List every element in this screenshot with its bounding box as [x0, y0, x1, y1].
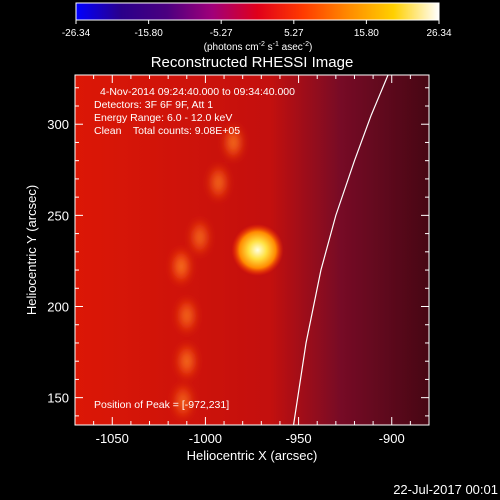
annotation-clean: Clean Total counts: 9.08E+05	[94, 125, 240, 137]
colorbar-tick-label: -15.80	[134, 28, 163, 39]
loop-blob	[175, 342, 198, 381]
colorbar-units: (photons cm-2 s-1 asec-2)	[204, 41, 313, 53]
image-area	[75, 75, 429, 425]
colorbar-tick-label: 15.80	[354, 28, 379, 39]
plot-frame	[74, 74, 430, 426]
loop-blob	[170, 247, 193, 286]
x-axis-label: Heliocentric X (arcsec)	[187, 448, 318, 463]
y-tick-label: 150	[47, 391, 69, 406]
chart-title: Reconstructed RHESSI Image	[151, 54, 354, 71]
y-axis: 150 200 250 300	[47, 87, 429, 417]
y-tick-label: 200	[47, 300, 69, 315]
x-tick-label: -1050	[96, 431, 129, 446]
colorbar-tick-label: -26.34	[62, 28, 91, 39]
annotation-detectors: Detectors: 3F 6F 9F, Att 1	[94, 99, 213, 111]
annotation-time: 4-Nov-2014 09:24:40.000 to 09:34:40.000	[100, 86, 295, 98]
loop-blob	[222, 123, 245, 162]
footer-date: 22-Jul-2017 00:01	[393, 482, 498, 497]
y-tick-label: 250	[47, 208, 69, 223]
y-tick-label: 300	[47, 117, 69, 132]
colorbar-tick-label: -5.27	[210, 28, 233, 39]
colorbar-ticks: -26.34 -15.80 -5.27 5.27 15.80 26.34	[62, 20, 452, 39]
x-axis: -1050 -1000 -950 -900	[74, 75, 430, 446]
x-tick-label: -1000	[189, 431, 222, 446]
loop-blob	[207, 163, 230, 202]
colorbar-tick-label: 5.27	[284, 28, 304, 39]
colorbar-tick-label: 26.34	[426, 28, 451, 39]
loop-blob	[175, 296, 198, 335]
y-axis-label: Heliocentric Y (arcsec)	[24, 185, 39, 315]
annotation-peak: Position of Peak = [-972,231]	[94, 399, 229, 411]
solar-limb	[292, 75, 389, 425]
x-tick-label: -950	[286, 431, 312, 446]
x-tick-label: -900	[379, 431, 405, 446]
annotation-energy: Energy Range: 6.0 - 12.0 keV	[94, 112, 232, 124]
peak-source	[231, 224, 284, 276]
colorbar	[75, 2, 440, 21]
loop-blob	[188, 218, 211, 257]
loop-blob	[172, 382, 195, 421]
